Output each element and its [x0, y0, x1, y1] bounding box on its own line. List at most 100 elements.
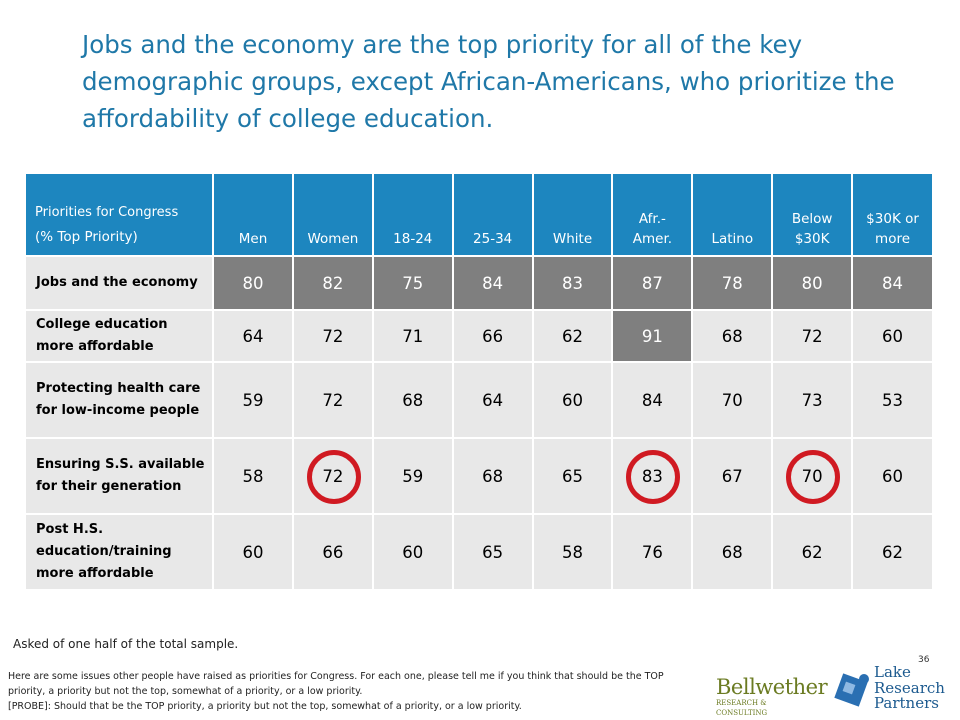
value-text: 87: [641, 273, 663, 293]
value-text: 67: [721, 466, 743, 486]
value-cell: 68: [693, 311, 772, 361]
column-header: Below $30K: [773, 174, 852, 255]
value-text: 72: [322, 326, 344, 346]
column-header: 18-24: [373, 174, 452, 255]
value-text: 91: [641, 326, 663, 346]
value-cell: 60: [373, 515, 452, 589]
value-cell: 72: [293, 439, 372, 513]
value-text: 73: [801, 390, 823, 410]
column-header: Women: [293, 174, 372, 255]
column-header: $30K or more: [853, 174, 932, 255]
lake-research-logo: Lake Research Partners: [834, 664, 954, 717]
value-cell: 87: [613, 257, 692, 309]
value-cell: 83: [533, 257, 612, 309]
value-cell: 72: [293, 311, 372, 361]
value-cell: 91: [613, 311, 692, 361]
value-cell: 76: [613, 515, 692, 589]
value-cell: 68: [453, 439, 532, 513]
value-text: 60: [562, 390, 584, 410]
value-text: 59: [402, 466, 424, 486]
page-title: Jobs and the economy are the top priorit…: [82, 30, 895, 133]
value-text: 68: [721, 542, 743, 562]
value-cell: 64: [453, 363, 532, 437]
row-header: Priorities for Congress (% Top Priority): [26, 174, 213, 255]
highlight-circle: [626, 450, 681, 504]
value-cell: 60: [214, 515, 292, 589]
value-text: 62: [882, 542, 904, 562]
value-text: 65: [562, 466, 584, 486]
value-cell: 60: [853, 311, 932, 361]
value-text: 60: [882, 326, 904, 346]
column-header: Men: [214, 174, 292, 255]
value-cell: 75: [373, 257, 452, 309]
column-header: 25-34: [453, 174, 532, 255]
value-text: 60: [882, 466, 904, 486]
row-label: Protecting health care for low-income pe…: [26, 363, 213, 437]
value-cell: 72: [293, 363, 372, 437]
value-text: 66: [482, 326, 504, 346]
value-cell: 70: [693, 363, 772, 437]
value-text: 80: [242, 273, 264, 293]
question-text: Here are some issues other people have r…: [8, 669, 698, 714]
value-cell: 64: [214, 311, 292, 361]
value-cell: 65: [533, 439, 612, 513]
value-cell: 58: [214, 439, 292, 513]
value-text: 72: [322, 390, 344, 410]
priorities-table: Priorities for Congress (% Top Priority)…: [26, 172, 934, 591]
column-header: Afr.- Amer.: [613, 174, 692, 255]
value-text: 84: [482, 273, 504, 293]
table-row: Jobs and the economy 80 82 75 84 83 87 78 80 84: [26, 257, 932, 309]
value-text: 68: [721, 326, 743, 346]
value-text: 83: [641, 466, 663, 486]
value-cell: 67: [693, 439, 772, 513]
value-cell: 72: [773, 311, 852, 361]
value-cell: 84: [453, 257, 532, 309]
highlight-circle: [786, 450, 841, 504]
value-text: 62: [562, 326, 584, 346]
sample-note: Asked of one half of the total sample.: [13, 637, 239, 651]
row-label: Post H.S. education/training more afford…: [26, 515, 213, 589]
value-cell: 68: [373, 363, 452, 437]
value-text: 58: [562, 542, 584, 562]
table-row: College education more affordable 64 72 71 6…: [26, 311, 932, 361]
bellwether-logo-name: Bellwether: [716, 675, 828, 699]
value-text: 82: [322, 273, 344, 293]
value-cell: 68: [693, 515, 772, 589]
puzzle-piece-icon: [834, 673, 869, 707]
row-label: College education more affordable: [26, 311, 213, 361]
value-text: 53: [882, 390, 904, 410]
row-header-title: Priorities for Congress: [35, 205, 179, 220]
value-text: 64: [482, 390, 504, 410]
table-row: Post H.S. education/training more afford…: [26, 515, 932, 589]
value-text: 62: [801, 542, 823, 562]
value-text: 78: [721, 273, 743, 293]
value-cell: 58: [533, 515, 612, 589]
value-text: 68: [482, 466, 504, 486]
value-cell: 66: [453, 311, 532, 361]
column-header: White: [533, 174, 612, 255]
value-text: 84: [882, 273, 904, 293]
value-text: 75: [402, 273, 424, 293]
bellwether-logo-sub: RESEARCH & CONSULTING: [716, 699, 768, 717]
value-cell: 73: [773, 363, 852, 437]
value-cell: 71: [373, 311, 452, 361]
value-text: 68: [402, 390, 424, 410]
value-text: 59: [242, 390, 264, 410]
value-cell: 65: [453, 515, 532, 589]
highlight-circle: [306, 450, 361, 504]
value-cell: 59: [214, 363, 292, 437]
column-header: Latino: [693, 174, 772, 255]
row-label: Ensuring S.S. available for their genera…: [26, 439, 213, 513]
value-cell: 66: [293, 515, 372, 589]
value-cell: 83: [613, 439, 692, 513]
value-cell: 84: [613, 363, 692, 437]
value-text: 80: [801, 273, 823, 293]
value-cell: 78: [693, 257, 772, 309]
value-cell: 59: [373, 439, 452, 513]
question-text-body: Here are some issues other people have r…: [8, 671, 664, 712]
value-text: 66: [322, 542, 344, 562]
value-text: 60: [402, 542, 424, 562]
value-text: 70: [721, 390, 743, 410]
value-text: 83: [562, 273, 584, 293]
value-cell: 70: [773, 439, 852, 513]
